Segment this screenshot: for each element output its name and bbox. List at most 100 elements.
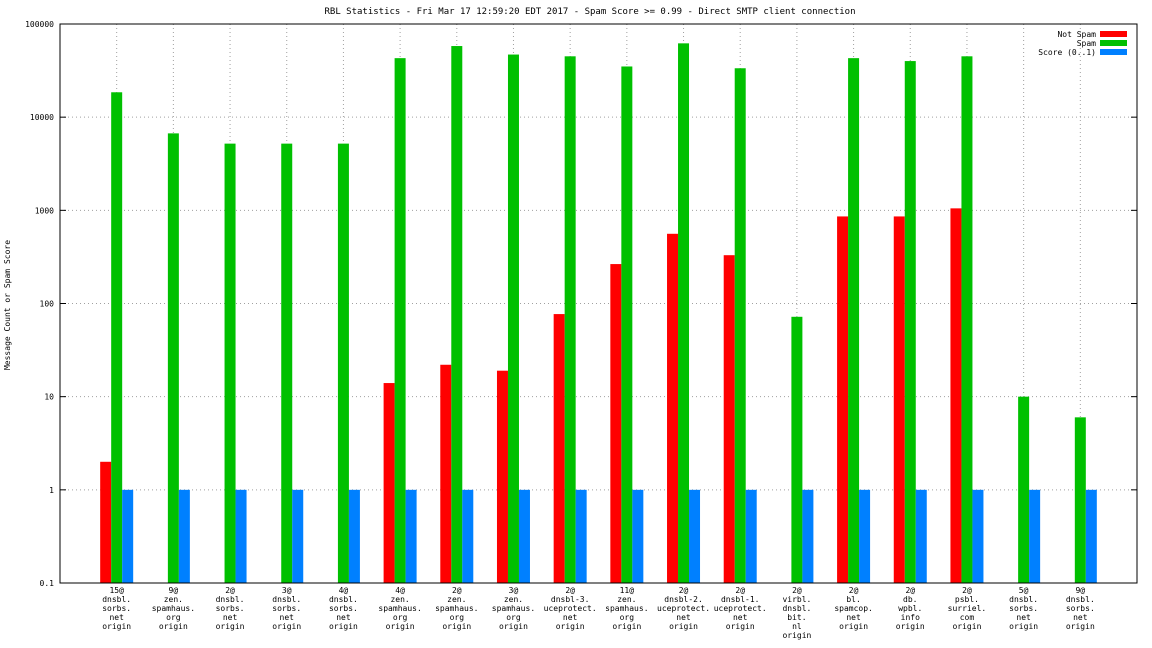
y-tick-label: 10 [44, 393, 54, 402]
bar-spam [394, 58, 406, 584]
x-category-label: 9@ zen. spamhaus. org origin [152, 586, 195, 631]
bar-spam [1018, 396, 1030, 583]
x-category-label-line: zen. [617, 595, 636, 604]
x-category-label-line: net [223, 613, 238, 622]
bar-spam [564, 56, 576, 584]
bar-score-0-1 [122, 489, 134, 583]
x-category-label: 2@ db. wpbl. info origin [896, 586, 925, 631]
bar-spam [337, 143, 349, 584]
x-category-label-line: 4@ [395, 586, 405, 595]
legend-swatch [1100, 40, 1127, 46]
bar-spam [281, 143, 293, 584]
x-category-label-line: net [1016, 613, 1031, 622]
x-category-label-line: sorbs. [102, 604, 131, 613]
x-category-label-line: dnsbl-3. [551, 595, 590, 604]
x-category-label-line: origin [612, 622, 641, 631]
bar-score-0-1 [915, 489, 927, 583]
x-category-label-line: surriel. [948, 604, 987, 613]
x-category-label-line: uceprotect. [657, 604, 710, 613]
x-category-label-line: dnsbl. [782, 604, 811, 613]
x-category-label-line: origin [272, 622, 301, 631]
bar-not-spam [950, 208, 962, 583]
bar-not-spam [440, 364, 452, 583]
x-category-label-line: spamhaus. [378, 604, 421, 613]
x-category-label-line: spamcop. [834, 604, 873, 613]
bar-score-0-1 [178, 489, 190, 583]
bar-score-0-1 [1085, 489, 1097, 583]
x-category-label-line: org [393, 613, 408, 622]
x-category-label: 2@ psbl. surriel. com origin [948, 586, 987, 631]
bar-spam [848, 58, 860, 584]
bar-not-spam [723, 255, 735, 584]
x-category-label: 4@ dnsbl. sorbs. net origin [329, 586, 358, 631]
bar-not-spam [610, 264, 622, 583]
bar-score-0-1 [972, 489, 984, 583]
x-category-label-line: origin [159, 622, 188, 631]
x-category-label-line: 2@ [452, 586, 462, 595]
bar-score-0-1 [462, 489, 474, 583]
bar-not-spam [893, 216, 905, 583]
bar-score-0-1 [859, 489, 871, 583]
x-category-label-line: dnsbl. [1009, 595, 1038, 604]
x-category-label-line: origin [1066, 622, 1095, 631]
bar-spam [791, 316, 803, 583]
x-category-label-line: com [960, 613, 975, 622]
legend-label: Not Spam [1057, 30, 1096, 39]
x-category-label-line: zen. [447, 595, 466, 604]
x-category-label-line: sorbs. [1009, 604, 1038, 613]
bar-score-0-1 [405, 489, 417, 583]
x-category-label-line: org [506, 613, 521, 622]
x-category-label-line: origin [556, 622, 585, 631]
x-category-label-line: net [1073, 613, 1088, 622]
x-category-label-line: zen. [390, 595, 409, 604]
legend-swatch [1100, 31, 1127, 37]
x-category-label-line: spamhaus. [492, 604, 535, 613]
x-category-label-line: zen. [164, 595, 183, 604]
x-category-label-line: 15@ [109, 586, 124, 595]
bar-spam [734, 68, 746, 583]
x-category-label-line: 4@ [339, 586, 349, 595]
x-category-label-line: sorbs. [1066, 604, 1095, 613]
x-category-label-line: origin [669, 622, 698, 631]
x-category-label: 15@ dnsbl. sorbs. net origin [102, 586, 131, 631]
x-category-label-line: bl. [846, 595, 860, 604]
x-category-label-line: 2@ [679, 586, 689, 595]
x-category-label-line: 9@ [169, 586, 179, 595]
x-category-label: 2@ dnsbl. sorbs. net origin [216, 586, 245, 631]
bar-not-spam [100, 461, 112, 583]
x-category-label-line: 3@ [282, 586, 292, 595]
x-category-label-line: dnsbl. [102, 595, 131, 604]
bar-score-0-1 [745, 489, 757, 583]
bar-spam [451, 46, 463, 583]
bar-spam [507, 54, 519, 583]
bar-score-0-1 [235, 489, 247, 583]
y-axis-ticks: 0.1 1 10 100 1000 10000 100000 [25, 20, 1137, 588]
x-category-label-line: bit. [787, 613, 806, 622]
x-category-label-line: 2@ [565, 586, 575, 595]
x-category-label-line: 11@ [620, 586, 635, 595]
x-category-label-line: 9@ [1075, 586, 1085, 595]
y-tick-label: 0.1 [40, 579, 55, 588]
x-category-label-line: org [620, 613, 635, 622]
chart-title: RBL Statistics - Fri Mar 17 12:59:20 EDT… [324, 7, 855, 17]
bar-not-spam [383, 383, 395, 583]
x-category-label-line: uceprotect. [544, 604, 597, 613]
x-category-label-line: virbl. [782, 595, 811, 604]
bar-spam [1074, 417, 1086, 583]
x-category-label-line: dnsbl. [216, 595, 245, 604]
bar-not-spam [837, 216, 849, 583]
bar-not-spam [553, 314, 565, 583]
x-category-label-line: origin [896, 622, 925, 631]
x-category-label-line: sorbs. [216, 604, 245, 613]
x-category-label-line: dnsbl. [1066, 595, 1095, 604]
plot-frame [59, 23, 1138, 584]
x-category-label-line: 2@ [792, 586, 802, 595]
bar-score-0-1 [575, 489, 587, 583]
x-category-label-line: spamhaus. [435, 604, 478, 613]
bar-score-0-1 [518, 489, 530, 583]
bar-score-0-1 [632, 489, 644, 583]
bar-spam [224, 143, 236, 584]
